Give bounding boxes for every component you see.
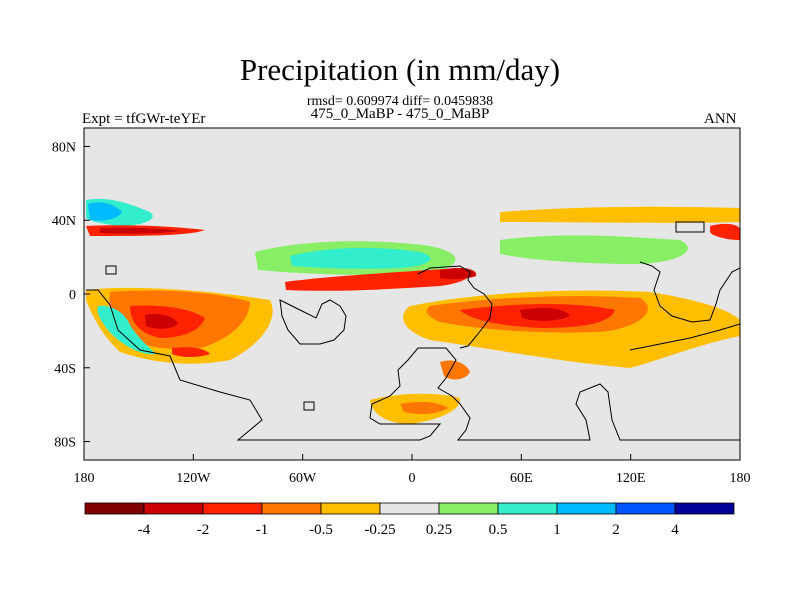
colorbar-swatch [202,502,263,515]
colorbar-swatch [615,502,676,515]
colorbar-label: 0.25 [426,522,452,538]
colorbar-label: 1 [553,522,561,538]
lon-tick-label: 60W [289,471,317,486]
colorbar-swatch [379,502,440,515]
coastline-americas [86,289,740,441]
lon-tick-label: 120E [616,471,646,486]
precip-region-atlantic-lightblue [290,247,431,269]
colorbar-swatch [143,502,204,515]
colorbar-label: -2 [197,522,210,538]
precip-region-npacific-blue [88,202,122,221]
precip-region-south-green [280,370,322,390]
precip-region-atlantic-red [285,268,471,291]
colorbar-label: -0.5 [309,522,333,538]
precip-region-spac-darkred [145,314,178,329]
coastline-asia [639,261,740,323]
coastlines [86,221,740,441]
precip-region-south-orange [400,401,448,415]
experiment-label: Expt = tfGWr-teYEr [82,111,206,127]
colorbar-swatch [320,502,381,515]
colorbar-label: 4 [671,522,679,538]
coastline-atlantic [279,299,347,345]
precip-region-north-green [88,145,395,196]
precip-region-npac-east-orange [500,206,740,223]
precip-region-satl-green [289,299,360,339]
lat-tick-label: 80S [54,436,76,451]
colorbar-swatch [497,502,558,515]
colorbar-swatch [84,502,145,515]
lon-tick-label: 180 [730,471,751,486]
case-subtitle: 475_0_MaBP - 475_0_MaBP [310,106,490,122]
lon-tick-label: 180 [74,471,95,486]
lat-tick-label: 40S [54,362,76,377]
season-label: ANN [704,111,737,127]
precip-region-sind-darkred [520,308,570,321]
coastline-island-3 [303,401,315,411]
lon-tick-label: 120W [176,471,211,486]
colorbar-label: -0.25 [364,522,395,538]
lat-tick-label: 0 [69,288,76,303]
colorbar-swatch [674,502,735,515]
precip-region-spac-cyan [97,305,156,355]
colorbar-swatch [556,502,617,515]
colorbar-label: 0.5 [489,522,508,538]
colorbar-swatch [438,502,499,515]
colorbar-label: -1 [256,522,269,538]
precip-region-npacific-darkred [100,227,180,234]
plot-title: Precipitation (in mm/day) [239,52,561,87]
coastline-australia [629,323,740,351]
lat-tick-label: 40N [52,214,76,229]
coastline-africa [417,265,493,349]
lat-tick-label: 80N [52,140,76,155]
colorbar-label: -4 [138,522,151,538]
longitude-axis: 180 120W 60W 0 60E 120E 180 [74,454,751,486]
colorbar: -4 -2 -1 -0.5 -0.25 0.25 0.5 1 2 4 [84,502,735,538]
lon-tick-label: 0 [409,471,416,486]
precip-region-npac-east-cyan [500,235,688,264]
precip-region-npac-east-red [710,223,740,240]
lon-tick-label: 60E [510,471,533,486]
coastline-island-2 [105,265,117,275]
coastline-island-1 [675,221,705,233]
colorbar-swatch [261,502,322,515]
stats-subtitle: rmsd= 0.609974 diff= 0.0459838 [306,94,494,109]
precip-region-spac-red2 [172,347,210,357]
latitude-axis: 80N 40N 0 40S 80S [52,140,90,451]
colorbar-label: 2 [612,522,620,538]
